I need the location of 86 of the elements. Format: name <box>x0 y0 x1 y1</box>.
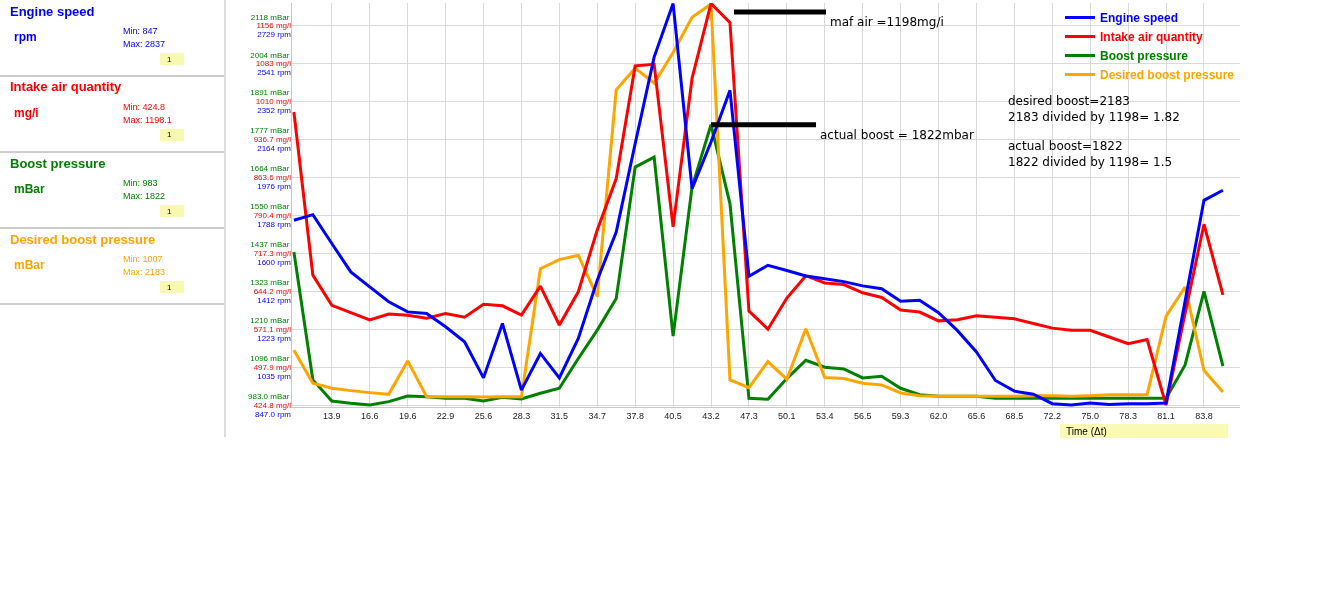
text: mg/i <box>14 106 39 120</box>
annotation: maf air =1198mg/i <box>830 15 944 29</box>
y2-tick-label: 936.7 mg/l <box>253 135 292 145</box>
x-tick-label: 16.6 <box>360 410 379 421</box>
y3-tick-label: 1788 rpm <box>257 220 292 230</box>
annotation: desired boost=2183 2183 divided by 1198= 1.82 <box>1008 94 1180 124</box>
x-tick-label: 68.5 <box>1005 410 1024 421</box>
y3-tick-label: 1223 rpm <box>257 334 292 344</box>
x-tick-label: 22.9 <box>436 410 455 421</box>
y3-tick-label: 1976 rpm <box>257 182 292 192</box>
text: Boost pressure <box>10 156 106 171</box>
x-tick-label: 56.5 <box>853 410 872 421</box>
y-tick-label: 1664 mBar <box>250 164 290 174</box>
y-tick-label: 983.0 mBar <box>248 391 290 401</box>
x-tick-label: 43.2 <box>702 410 720 421</box>
legend-label: Desired boost pressure <box>1100 68 1235 83</box>
text: Max: 1822 <box>123 191 166 201</box>
x-tick-label: 83.8 <box>1195 410 1213 421</box>
y-tick-label: 2004 mBar <box>250 50 290 60</box>
y2-tick-label: 644.2 mg/l <box>253 286 292 296</box>
legend-label: Intake air quantity <box>1100 30 1204 45</box>
x-axis-title: Time (Δt) <box>1066 426 1107 437</box>
y-tick-label: 1891 mBar <box>250 88 290 98</box>
y2-tick-label: 863.6 mg/l <box>253 172 292 182</box>
y-tick-label: 1323 mBar <box>250 278 290 288</box>
y2-tick-label: 571.1 mg/l <box>253 324 292 334</box>
x-tick-label: 40.5 <box>664 410 682 421</box>
text: Min: 1007 <box>123 254 163 264</box>
y-tick-label: 1096 mBar <box>250 354 290 364</box>
y-tick-label: 2118 mBar <box>250 12 290 22</box>
y3-tick-label: 1035 rpm <box>257 371 292 381</box>
text: Max: 1198.1 <box>123 115 172 125</box>
y-tick-label: 1550 mBar <box>250 202 290 212</box>
y3-tick-label: 2729 rpm <box>257 30 292 40</box>
y3-tick-label: 847.0 rpm <box>254 409 292 419</box>
y3-tick-label: 2164 rpm <box>257 144 292 154</box>
y3-tick-label: 2541 rpm <box>257 68 292 78</box>
y-tick-label: 1210 mBar <box>250 315 290 325</box>
annotation: actual boost=1822 1822 divided by 1198= 1.5 <box>1008 139 1173 169</box>
annotation: actual boost = 1822mbar <box>820 128 974 142</box>
y2-tick-label: 717.3 mg/l <box>253 248 292 258</box>
x-tick-label: 13.9 <box>323 410 341 421</box>
y-tick-label: 1437 mBar <box>250 240 290 250</box>
x-tick-label: 78.3 <box>1119 410 1137 421</box>
x-tick-label: 65.6 <box>967 410 986 421</box>
y-tick-label: 1777 mBar <box>250 126 290 136</box>
text: 1 <box>167 207 172 216</box>
x-tick-label: 34.7 <box>588 410 607 421</box>
legend-label: Boost pressure <box>1100 49 1189 64</box>
text: Engine speed <box>10 4 95 19</box>
text: Intake air quantity <box>10 79 123 94</box>
y2-tick-label: 497.9 mg/l <box>253 362 292 372</box>
text: Max: 2183 <box>123 267 166 277</box>
x-tick-label: 62.0 <box>929 410 948 421</box>
text: Min: 424.8 <box>123 102 166 112</box>
text: Desired boost pressure <box>10 232 156 247</box>
y3-tick-label: 1412 rpm <box>257 295 292 305</box>
x-tick-label: 50.1 <box>778 410 796 421</box>
x-tick-label: 25.6 <box>474 410 493 421</box>
x-tick-label: 28.3 <box>512 410 531 421</box>
text: 1 <box>167 55 172 64</box>
text: mBar <box>14 258 46 272</box>
text: rpm <box>14 30 37 44</box>
text: 1 <box>167 283 172 292</box>
y2-tick-label: 1083 mg/l <box>255 59 292 69</box>
text: mBar <box>14 182 46 196</box>
x-tick-label: 31.5 <box>550 410 569 421</box>
y2-tick-label: 424.8 mg/l <box>253 400 292 410</box>
y2-tick-label: 1156 mg/l <box>256 21 292 31</box>
x-tick-label: 75.0 <box>1081 410 1099 421</box>
text: Max: 2837 <box>123 39 166 49</box>
y3-tick-label: 2352 rpm <box>257 106 292 116</box>
y2-tick-label: 790.4 mg/l <box>253 211 292 221</box>
x-tick-label: 81.1 <box>1157 410 1175 421</box>
x-tick-label: 53.4 <box>816 410 834 421</box>
x-tick-label: 37.8 <box>626 410 644 421</box>
y3-tick-label: 1600 rpm <box>257 257 292 267</box>
x-tick-label: 59.3 <box>891 410 910 421</box>
x-tick-label: 72.2 <box>1043 410 1062 421</box>
y2-tick-label: 1010 mg/l <box>255 96 292 106</box>
text: 1 <box>167 130 172 139</box>
legend-label: Engine speed <box>1100 11 1179 26</box>
x-tick-label: 47.3 <box>740 410 758 421</box>
text: Min: 847 <box>123 26 158 36</box>
text: Min: 983 <box>123 178 158 188</box>
x-tick-label: 19.6 <box>398 410 417 421</box>
